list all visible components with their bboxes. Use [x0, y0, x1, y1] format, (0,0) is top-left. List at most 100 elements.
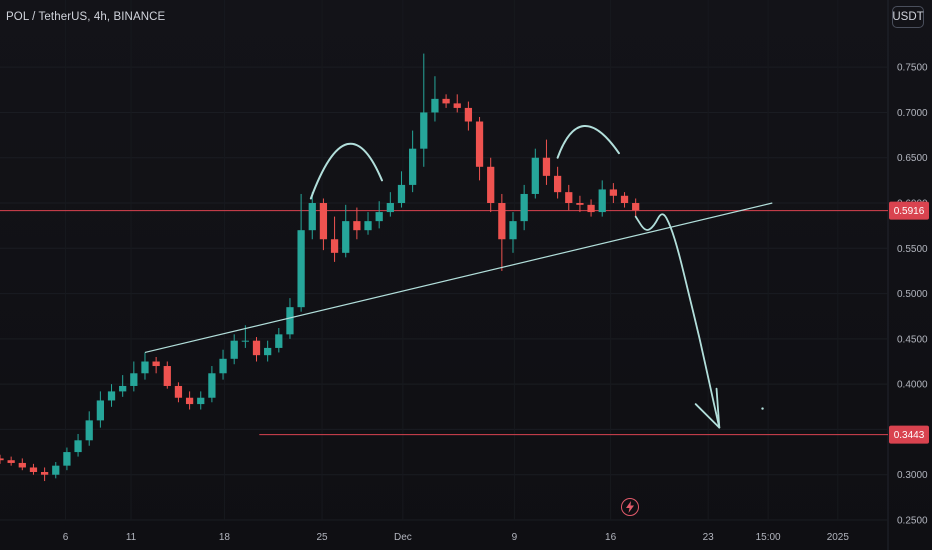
- lightning-glyph: [626, 501, 634, 513]
- price-label: 0.3443: [894, 430, 925, 441]
- arrowhead: [694, 387, 721, 429]
- candle-down: [587, 204, 595, 213]
- candle-up: [85, 420, 93, 441]
- candle-down: [163, 366, 171, 386]
- candle-up: [431, 98, 439, 113]
- candle-down: [319, 203, 328, 240]
- candle-up: [219, 358, 227, 374]
- candle-down: [542, 157, 551, 176]
- candle-down: [330, 239, 339, 253]
- candle-up: [96, 400, 104, 421]
- candle-up: [509, 221, 517, 240]
- candle-down: [487, 166, 495, 204]
- x-tick-label: 2025: [827, 532, 850, 543]
- trendline: [144, 202, 773, 354]
- time-axis[interactable]: 6 11 18 25 Dec 9 16 23 15:00 2025: [63, 532, 850, 543]
- candle-up: [130, 373, 138, 386]
- horizontal-levels: [0, 210, 888, 436]
- x-tick-label: 25: [316, 532, 328, 543]
- candle-up: [308, 203, 316, 231]
- y-tick-label: 0.4500: [897, 334, 928, 345]
- candle-down: [0, 458, 4, 461]
- candle-up: [63, 452, 71, 466]
- head-shoulders-arc: [309, 142, 383, 200]
- candle-down: [632, 203, 640, 211]
- y-tick-label: 0.2500: [897, 516, 928, 527]
- price-label: 0.5916: [894, 206, 925, 217]
- candle-down: [609, 189, 617, 196]
- x-tick-label: 18: [219, 532, 231, 543]
- candle-down: [7, 460, 15, 463]
- candle-up: [275, 334, 283, 348]
- candle-down: [18, 462, 26, 468]
- candle-up: [197, 397, 205, 405]
- y-tick-label: 0.6500: [897, 153, 928, 164]
- candle-up: [119, 385, 127, 392]
- candle-down: [620, 195, 629, 204]
- candles: [0, 53, 640, 482]
- candle-up: [297, 230, 305, 308]
- x-tick-label: 16: [605, 532, 617, 543]
- candle-down: [498, 203, 506, 240]
- x-tick-label: 11: [126, 532, 137, 543]
- x-tick-label: 6: [63, 532, 69, 543]
- candle-up: [74, 440, 82, 453]
- candle-up: [531, 157, 539, 194]
- x-tick-label: 9: [512, 532, 518, 543]
- candle-up: [241, 340, 249, 342]
- candle-up: [375, 212, 383, 222]
- candle-down: [185, 397, 194, 405]
- y-tick-label: 0.7000: [897, 108, 928, 119]
- x-tick-label: 23: [703, 532, 715, 543]
- price-labels: 0.5916 0.3443: [889, 201, 929, 444]
- y-tick-label: 0.5000: [897, 289, 928, 300]
- candle-down: [464, 107, 473, 122]
- candle-up: [286, 307, 294, 335]
- candle-up: [52, 465, 60, 475]
- candle-down: [442, 98, 450, 104]
- candle-down: [353, 221, 361, 231]
- candle-up: [420, 112, 428, 149]
- x-tick-label: 15:00: [756, 532, 781, 543]
- grid: [0, 0, 889, 550]
- candle-down: [174, 385, 183, 398]
- y-tick-label: 0.5500: [897, 244, 928, 255]
- candle-up: [141, 361, 149, 374]
- candle-down: [40, 472, 49, 475]
- y-tick-label: 0.7500: [897, 63, 928, 74]
- candle-up: [264, 347, 272, 356]
- candle-up: [342, 221, 350, 253]
- candle-up: [208, 373, 216, 398]
- candle-down: [565, 192, 573, 204]
- y-tick-label: 0.3000: [897, 470, 928, 481]
- price-label-box: [889, 425, 929, 444]
- candle-up: [409, 148, 417, 185]
- currency-button[interactable]: USDT: [892, 6, 924, 28]
- candle-up: [598, 189, 606, 213]
- chart-title: POL / TetherUS, 4h, BINANCE: [6, 11, 166, 23]
- annotation-dot: [761, 407, 764, 410]
- candle-down: [29, 467, 38, 472]
- candle-down: [475, 121, 484, 167]
- candle-up: [107, 391, 116, 401]
- lightning-icon[interactable]: [621, 498, 639, 516]
- price-label-box: [889, 201, 929, 220]
- x-tick-label: Dec: [394, 532, 412, 543]
- candle-up: [397, 184, 406, 204]
- price-axis[interactable]: 0.25000.30000.35000.40000.45000.50000.55…: [897, 63, 928, 527]
- head-shoulders-arc: [556, 125, 620, 159]
- candle-down: [152, 361, 160, 367]
- candle-up: [386, 203, 394, 213]
- drawings: [144, 125, 773, 429]
- candle-up: [230, 340, 238, 359]
- candle-down: [252, 340, 261, 356]
- projected-path: [634, 213, 721, 429]
- candle-down: [576, 203, 584, 205]
- candle-up: [364, 221, 372, 231]
- candle-down: [453, 103, 461, 108]
- candle-down: [553, 175, 562, 193]
- y-tick-label: 0.4000: [897, 380, 928, 391]
- candle-up: [520, 193, 528, 222]
